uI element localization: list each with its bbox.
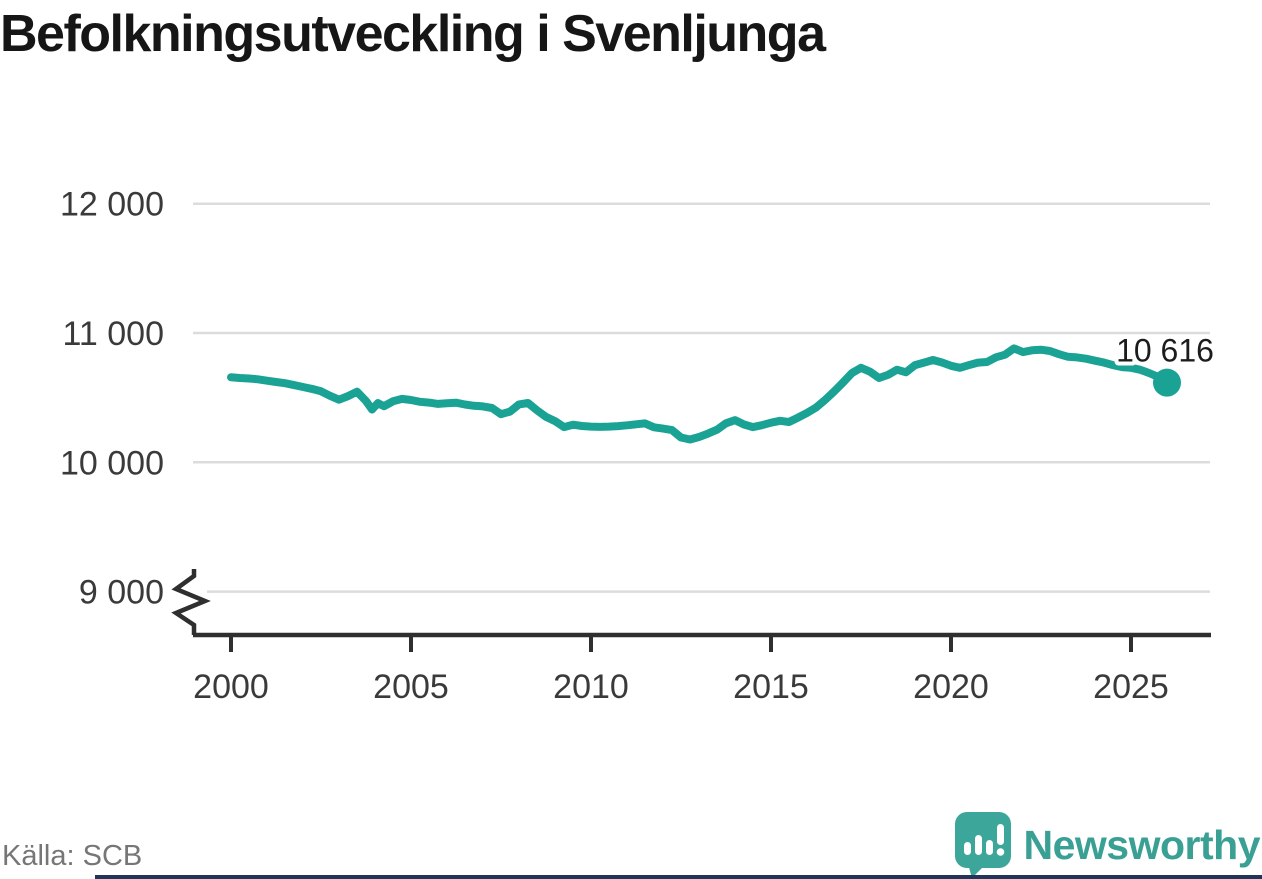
source-label: Källa: SCB (2, 840, 143, 872)
y-tick-label: 12 000 (60, 186, 164, 224)
population-line (227, 344, 1171, 444)
last-point-dot (1153, 368, 1181, 397)
bottom-accent-bar (95, 875, 1262, 879)
x-tick-label: 2025 (1093, 668, 1169, 706)
axis-break-icon (171, 569, 211, 635)
y-tick-label: 9 000 (79, 574, 164, 612)
newsworthy-logo-text: Newsworthy (1023, 821, 1261, 868)
x-tick-label: 2015 (733, 668, 809, 706)
y-tick-label: 10 000 (60, 444, 164, 482)
newsworthy-speech-bubble-chart-icon (954, 812, 1011, 878)
x-tick-label: 2000 (193, 668, 269, 706)
x-tick-label: 2005 (373, 668, 449, 706)
x-tick-label: 2020 (913, 668, 989, 706)
chart-title: Befolkningsutveckling i Svenljunga (0, 5, 826, 63)
last-value-label: 10 616 (1116, 333, 1214, 369)
y-tick-label: 11 000 (63, 315, 164, 353)
x-tick-label: 2010 (553, 668, 629, 706)
newsworthy-logo: Newsworthy (954, 812, 1261, 878)
